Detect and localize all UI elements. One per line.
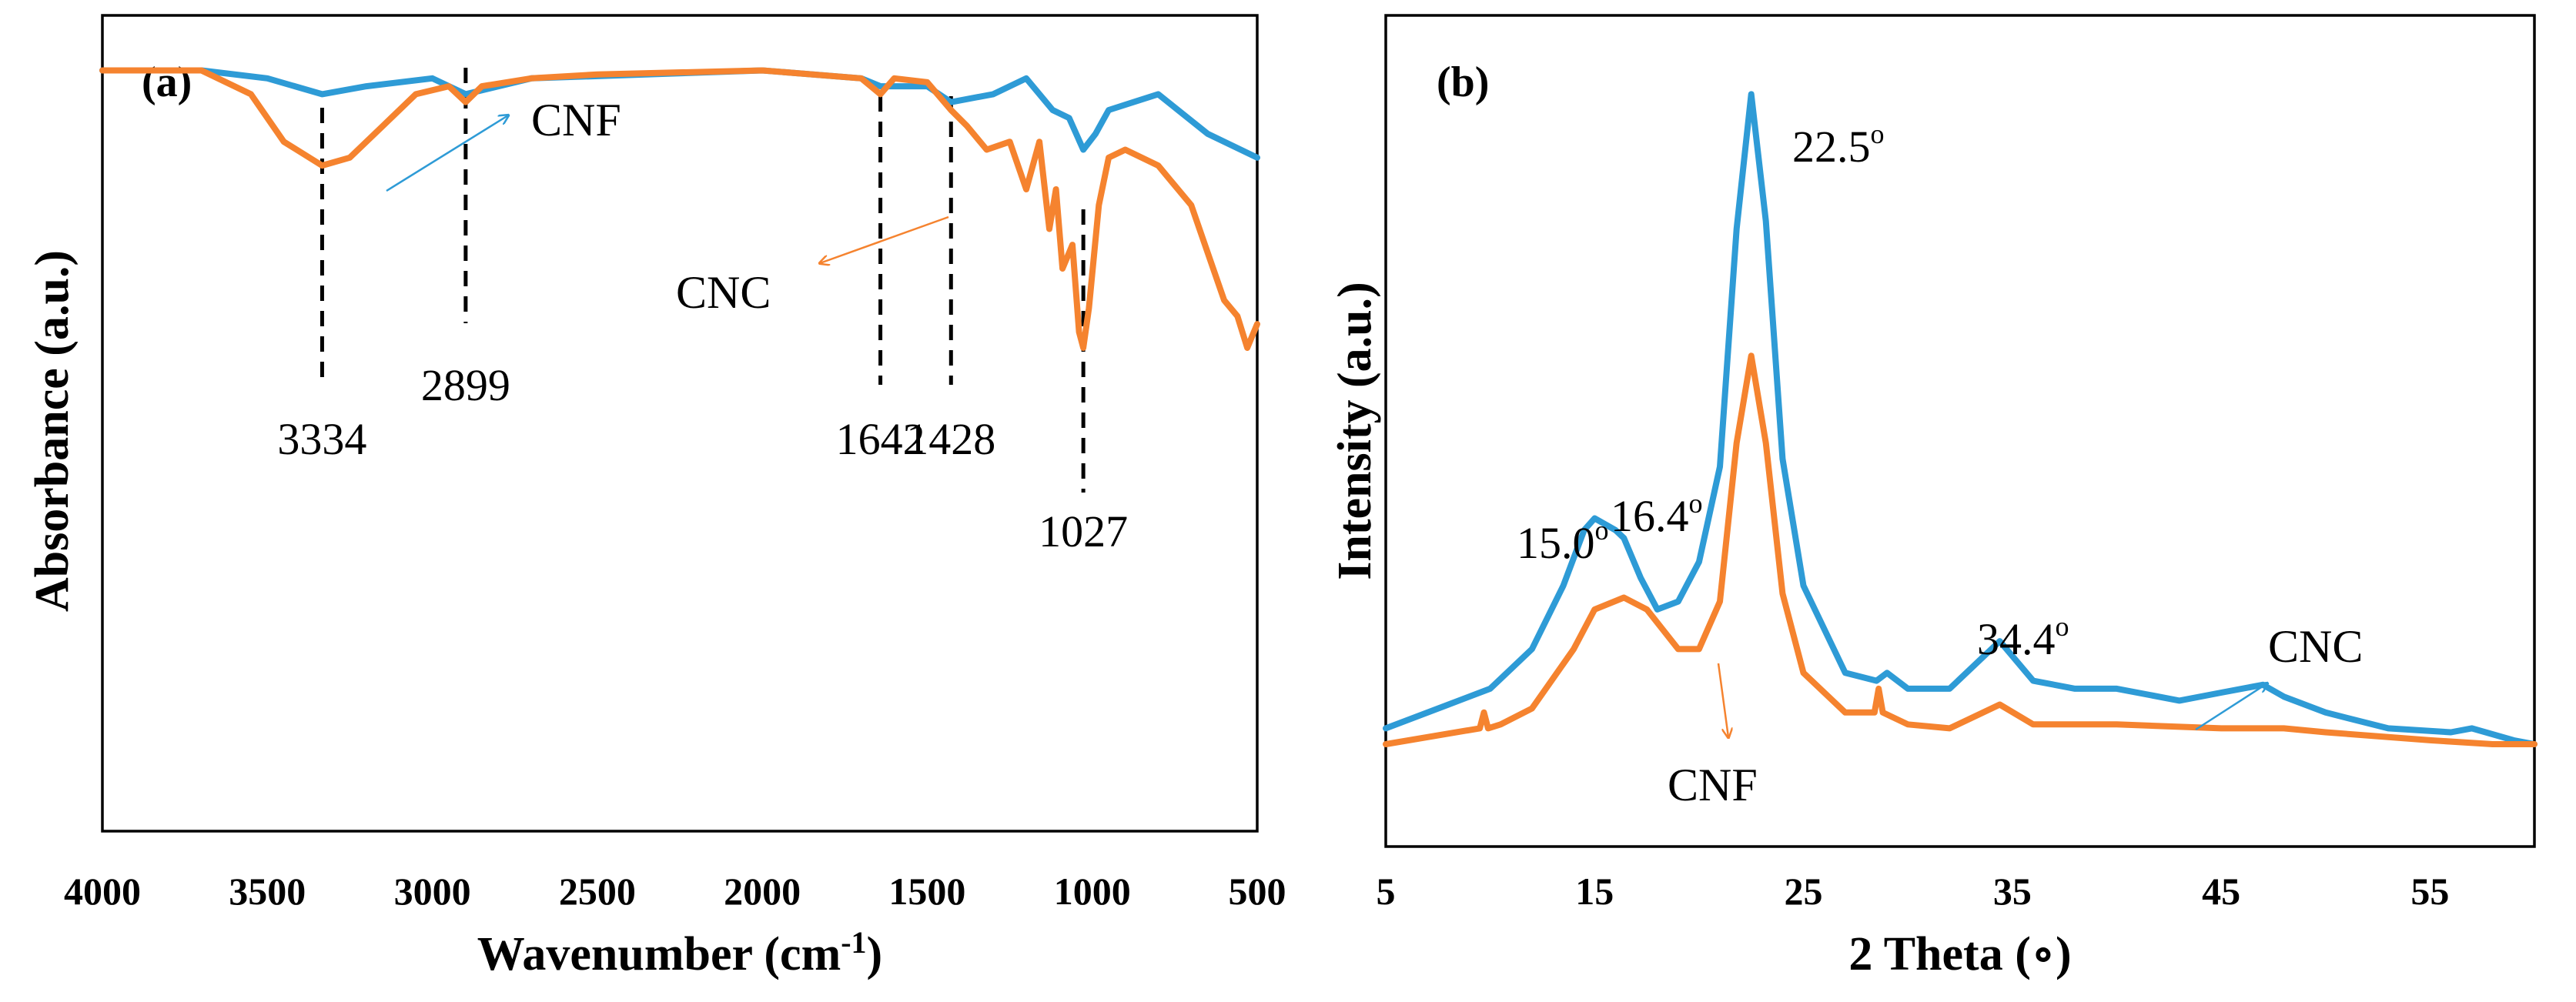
series-cnc-line <box>1383 91 2538 747</box>
series-cnf-line <box>1383 352 2538 747</box>
panel-b-plot-frame <box>1384 14 2536 848</box>
cnc-label-a: CNC <box>676 267 771 318</box>
panel-a-curves <box>99 67 1260 351</box>
panel-b-y-axis-title: Intensity (a.u.) <box>1329 282 1381 580</box>
panel-b-label: (b) <box>1437 58 1489 106</box>
x-tick-label: 15 <box>1575 870 1614 913</box>
x-tick-label: 2500 <box>559 870 636 913</box>
cnf-arrow-b <box>1717 663 1728 737</box>
cnf-label-a: CNF <box>531 95 621 145</box>
peak-label-16: 16.4o <box>1611 488 1703 541</box>
panel-a-y-axis-title: Absorbance (a.u.) <box>26 250 79 612</box>
cnf-arrow-a <box>386 115 508 192</box>
peak-line-label-2899: 2899 <box>421 360 510 410</box>
x-tick-label: 35 <box>1993 870 2032 913</box>
peak-label-15: 15.0o <box>1517 515 1609 568</box>
panel-a-x-ticks: 4000 3500 3000 2500 2000 1500 1000 500 <box>64 870 1286 913</box>
cnf-label-b: CNF <box>1668 760 1758 810</box>
x-tick-label: 3500 <box>229 870 306 913</box>
cnc-arrow-b <box>2195 683 2267 731</box>
cnc-label-b: CNC <box>2268 621 2363 672</box>
panel-a-ftir-chart: (a) 4000 3500 3000 2500 2000 1500 1000 500 3334… <box>26 14 1286 980</box>
cnc-arrow-a <box>820 215 949 263</box>
x-tick-label: 4000 <box>64 870 141 913</box>
x-tick-label: 1500 <box>888 870 965 913</box>
panel-b-x-ticks: 5 15 25 35 45 55 <box>1377 870 2450 913</box>
panel-a-peak-lines <box>319 68 1086 493</box>
panel-a-label: (a) <box>142 58 192 106</box>
series-cnc-line <box>99 67 1260 351</box>
x-tick-label: 500 <box>1229 870 1286 913</box>
x-tick-label: 45 <box>2202 870 2240 913</box>
panel-a-plot-frame <box>101 14 1259 833</box>
panel-b-x-axis-title: 2 Theta (∘) <box>1848 928 2071 980</box>
panel-b-xrd-chart: (b) 5 15 25 35 45 55 15.0o 16.4o 22.5o 34.4o … <box>1329 14 2538 980</box>
peak-label-22: 22.5o <box>1792 119 1885 172</box>
panel-b-curves <box>1383 91 2538 747</box>
peak-line-label-3334: 3334 <box>277 414 366 464</box>
x-tick-label: 5 <box>1377 870 1396 913</box>
x-tick-label: 55 <box>2410 870 2449 913</box>
peak-line-label-1428: 1428 <box>906 414 995 464</box>
x-tick-label: 3000 <box>394 870 471 913</box>
x-tick-label: 25 <box>1785 870 1823 913</box>
x-tick-label: 1000 <box>1054 870 1131 913</box>
peak-line-label-1642: 1642 <box>836 414 925 464</box>
peak-line-label-1027: 1027 <box>1039 506 1128 556</box>
panel-a-x-axis-title: Wavenumber (cm-1) <box>477 925 882 980</box>
x-tick-label: 2000 <box>724 870 801 913</box>
series-cnf-line <box>99 67 1260 161</box>
peak-label-34: 34.4o <box>1977 611 2069 664</box>
